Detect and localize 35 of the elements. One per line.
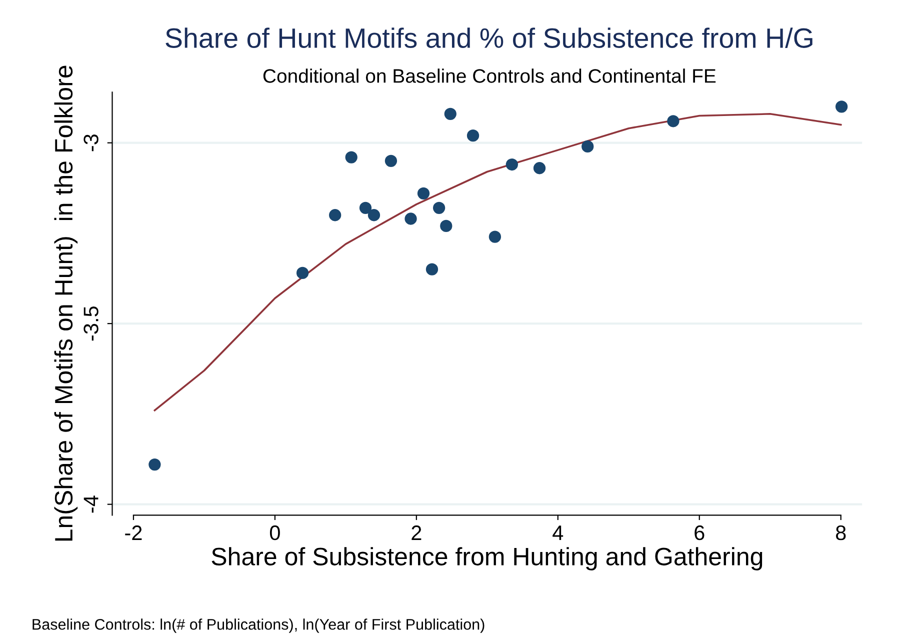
point <box>466 130 480 142</box>
point <box>426 263 438 276</box>
point <box>444 108 456 120</box>
y-tick-label: -3.5 <box>84 306 98 341</box>
point <box>345 151 358 164</box>
point <box>404 212 417 225</box>
y-tick-label: -3 <box>84 134 98 152</box>
point <box>440 220 452 232</box>
point <box>329 209 342 222</box>
y-axis-title: Ln(Share of Motifs on Hunt) in the Folklore <box>54 66 78 541</box>
point <box>359 202 372 214</box>
chart-title: Share of Hunt Motifs and % of Subsistence from H/G <box>166 28 812 48</box>
chart-subtitle: Conditional on Baseline Controls and Continental FE <box>263 68 716 83</box>
point <box>835 100 848 113</box>
line-series <box>154 113 842 412</box>
point <box>384 154 398 167</box>
point <box>506 158 518 171</box>
y-tick-label: -4 <box>84 496 98 513</box>
point <box>432 202 446 214</box>
x-tick-label: 6 <box>694 525 704 540</box>
point <box>296 266 309 280</box>
point <box>488 230 502 243</box>
x-axis-title: Share of Subsistence from Hunting and Gathering <box>212 547 762 570</box>
point <box>368 209 380 222</box>
x-tick-label: 2 <box>412 525 422 540</box>
x-tick-label: -2 <box>125 525 142 540</box>
text: Baseline Controls: ln(# of Publications), ln(Year of First Publication) <box>32 618 484 633</box>
x-tick-label: 4 <box>552 526 564 540</box>
x-tick-label: 0 <box>270 525 280 540</box>
point <box>148 458 161 471</box>
point <box>533 162 546 174</box>
point <box>582 140 594 153</box>
point <box>667 115 680 128</box>
x-tick-label: 8 <box>836 525 846 540</box>
point <box>417 187 430 200</box>
